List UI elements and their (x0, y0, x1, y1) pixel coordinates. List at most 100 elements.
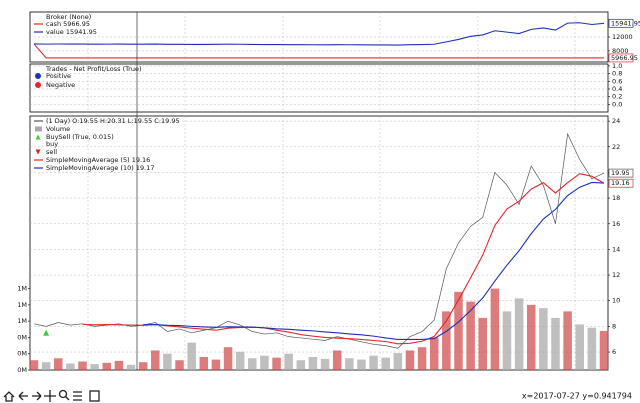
volume-bar (539, 308, 548, 370)
volume-bar (29, 360, 39, 370)
volume-bar (587, 327, 597, 370)
y-tick-label: 24 (612, 117, 620, 125)
volume-bar (163, 353, 172, 370)
volume-bar (138, 362, 148, 370)
volume-bar (442, 311, 451, 370)
volume-bar (466, 301, 475, 370)
forward-button[interactable] (32, 391, 42, 401)
last-value-label: 19.16 (611, 179, 630, 187)
legend-label: value 15941.95 (46, 28, 97, 36)
series-line (33, 22, 605, 46)
legend-label: SimpleMovingAverage (5) 19.16 (46, 156, 150, 164)
home-button[interactable] (3, 391, 15, 402)
legend-bar (35, 126, 42, 132)
buy-marker (35, 134, 41, 140)
y2-tick-label: 0M (17, 366, 27, 374)
legend-label: Positive (46, 72, 71, 80)
volume-bar (563, 311, 572, 370)
legend-title: Broker (None) (46, 13, 91, 21)
save-button[interactable] (89, 390, 100, 402)
panel-frame (29, 63, 609, 113)
volume-bar (78, 361, 87, 370)
y-tick-label: 0.8 (612, 70, 622, 78)
volume-bar (514, 298, 524, 370)
status-text: x=2017-07-27 y=0.941794 (522, 392, 632, 401)
last-value-label: 15941.95 (611, 19, 640, 27)
volume-bar (54, 358, 63, 370)
volume-bar (490, 288, 500, 370)
volume-bar (102, 362, 112, 370)
y2-tick-label: 0M (17, 333, 27, 341)
volume-bar (320, 358, 330, 370)
volume-bar (369, 355, 378, 370)
volume-bar (575, 324, 584, 370)
configure-button[interactable] (73, 391, 82, 401)
legend-group-title: BuySell (True, 0.015) (46, 133, 114, 141)
y-tick-label: 14 (612, 245, 620, 253)
y-tick-label: 0.6 (612, 77, 622, 85)
volume-bar (175, 360, 184, 370)
sell-marker (35, 149, 41, 155)
volume-bar (381, 357, 390, 370)
volume-bar (417, 347, 427, 370)
dot-marker (35, 73, 41, 79)
back-button[interactable] (18, 391, 28, 401)
volume-bar (151, 350, 160, 370)
volume-bar (114, 360, 124, 370)
volume-bar (332, 350, 342, 370)
volume-bar (308, 356, 318, 370)
volume-bar (357, 359, 366, 370)
volume-bar (223, 347, 233, 370)
series-line (82, 173, 605, 345)
volume-bar (551, 317, 560, 370)
volume-bar (248, 358, 257, 370)
volume-bar (66, 363, 75, 370)
dot-marker (35, 82, 41, 88)
y2-tick-label: 1M (17, 301, 27, 309)
y2-tick-label: 0M (17, 350, 27, 358)
zoom-handle (65, 396, 70, 401)
last-value-box (608, 178, 634, 188)
volume-bar (272, 357, 281, 370)
buy-marker (43, 329, 50, 336)
y-tick-label: 1.0 (612, 62, 622, 70)
volume-bar (284, 353, 293, 370)
y-tick-label: 8 (612, 322, 616, 330)
volume-bar (187, 342, 196, 370)
volume-bar (211, 359, 221, 370)
volume-bar (478, 317, 487, 370)
legend-title: Trades - Net Profit/Loss (True) (45, 65, 141, 73)
y-tick-label: 10 (612, 297, 620, 305)
volume-bar (599, 330, 609, 370)
volume-bar (260, 355, 269, 370)
volume-bar (126, 364, 136, 370)
legend-label: sell (46, 148, 57, 156)
volume-bar (454, 291, 463, 370)
y2-tick-label: 1M (17, 285, 27, 293)
volume-bar (90, 364, 99, 370)
last-value-box (608, 168, 634, 178)
toolbar (3, 389, 100, 402)
last-value-box (608, 53, 634, 63)
volume-bar (502, 311, 512, 370)
y-tick-label: 0.2 (612, 93, 622, 101)
y-tick-label: 12000 (612, 33, 633, 41)
legend-label: (1 Day) O:19.55 H:20.31 L:19.55 C:19.95 (46, 117, 180, 125)
y-tick-label: 18 (612, 194, 620, 202)
series-line (143, 181, 605, 341)
volume-bar (296, 360, 306, 370)
y-tick-label: 6 (612, 348, 616, 356)
zoom-button[interactable] (58, 389, 68, 399)
pan-button[interactable] (44, 390, 56, 402)
volume-bar (526, 304, 536, 370)
y-tick-label: 16 (612, 220, 620, 228)
volume-bar (405, 350, 415, 370)
volume-bar (345, 358, 354, 370)
y-tick-label: 22 (612, 143, 620, 151)
series-line (33, 132, 605, 349)
legend-label: cash 5966.95 (46, 20, 90, 28)
volume-bar (235, 351, 245, 370)
y-tick-label: 8000 (612, 47, 629, 55)
volume-bar (199, 356, 209, 370)
legend-label: Volume (46, 125, 70, 133)
